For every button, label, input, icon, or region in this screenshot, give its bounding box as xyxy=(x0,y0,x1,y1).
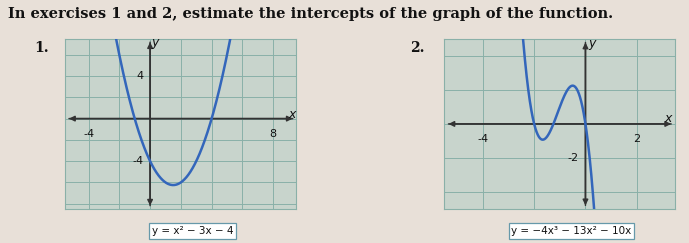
Text: In exercises 1 and 2, estimate the intercepts of the graph of the function.: In exercises 1 and 2, estimate the inter… xyxy=(8,7,613,21)
Text: 1.: 1. xyxy=(34,41,49,55)
Text: y = x² − 3x − 4: y = x² − 3x − 4 xyxy=(152,226,233,236)
Text: -4: -4 xyxy=(132,156,143,166)
Text: y = −4x³ − 13x² − 10x: y = −4x³ − 13x² − 10x xyxy=(511,226,632,236)
Text: y: y xyxy=(152,35,159,49)
Text: 2: 2 xyxy=(633,134,640,144)
Text: -2: -2 xyxy=(568,153,579,163)
Text: x: x xyxy=(288,108,296,122)
Text: -4: -4 xyxy=(477,134,489,144)
Text: -4: -4 xyxy=(83,129,94,139)
Text: 2.: 2. xyxy=(410,41,424,55)
Text: 8: 8 xyxy=(269,129,277,139)
Text: x: x xyxy=(664,112,671,125)
Text: y: y xyxy=(588,37,595,50)
Text: 4: 4 xyxy=(136,71,143,81)
